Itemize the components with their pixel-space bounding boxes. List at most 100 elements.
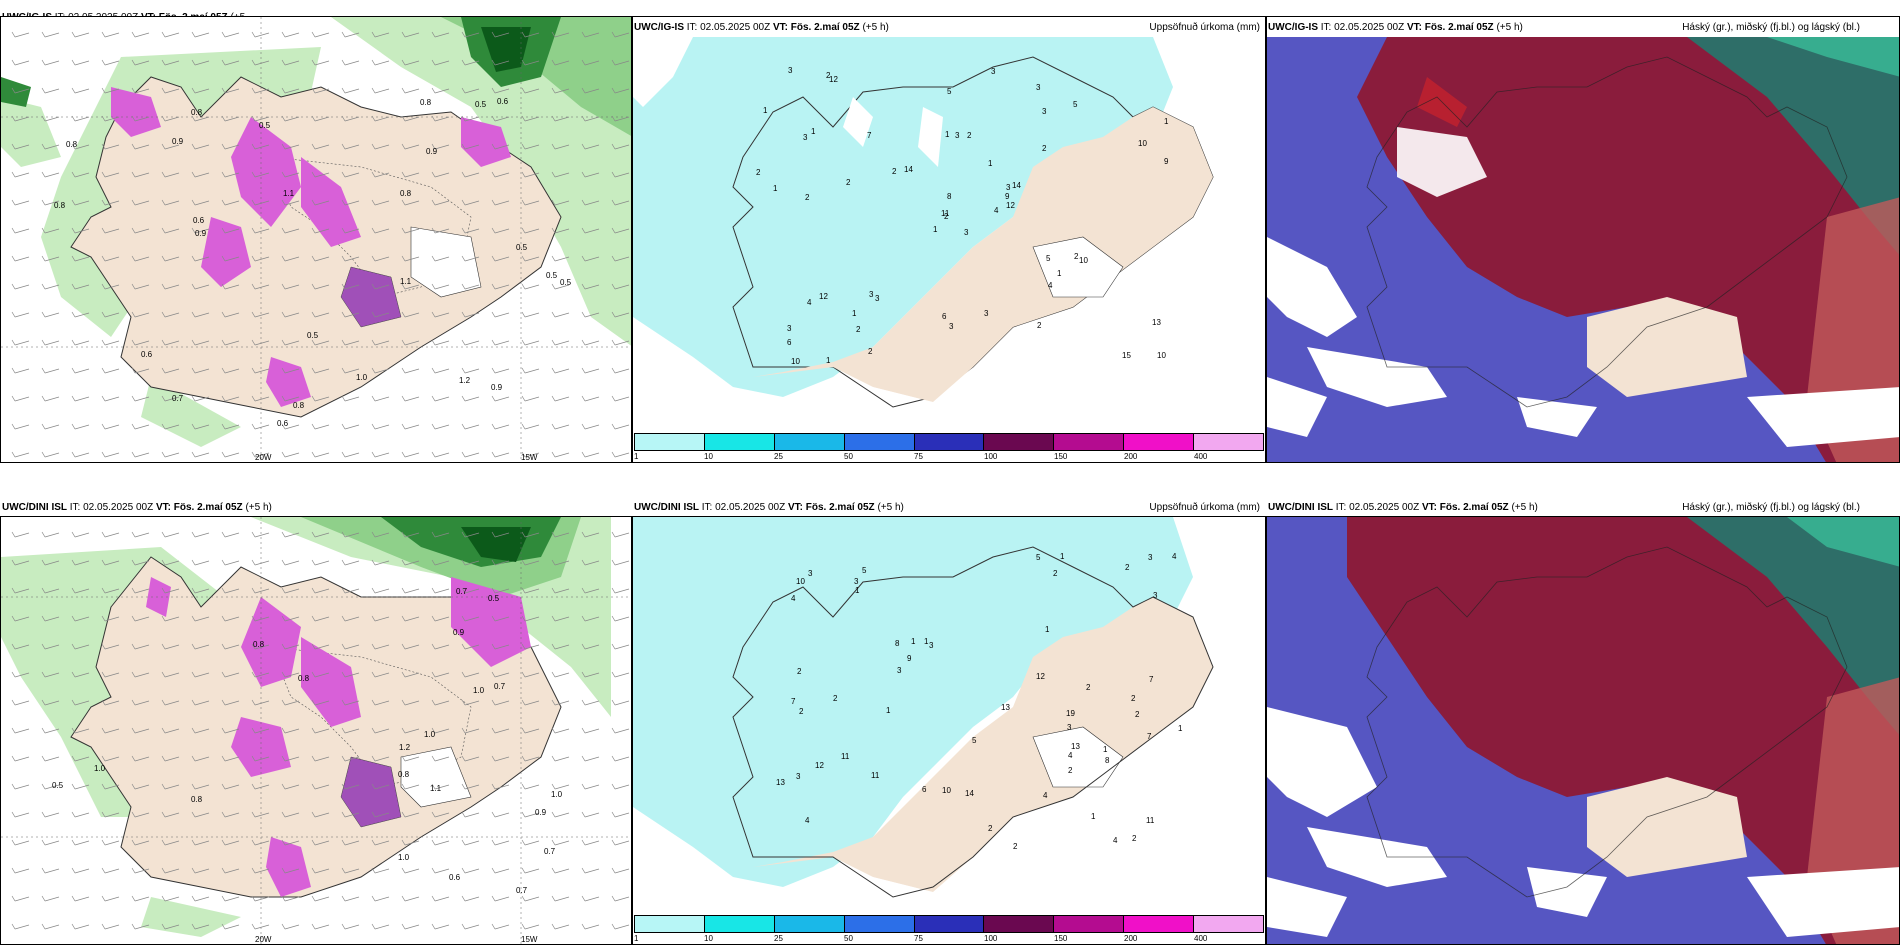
colorbar-tick: 1 xyxy=(634,934,639,943)
lon-label-15w: 15W xyxy=(521,453,538,462)
value-label: 0.8 xyxy=(398,770,410,779)
cloud-cover-map xyxy=(1267,517,1899,944)
header-it: IT: 02.05.2025 00Z xyxy=(686,22,771,33)
value-label: 2 xyxy=(1013,842,1018,851)
wind-barb xyxy=(41,811,60,818)
wind-barb xyxy=(341,923,360,930)
wind-barb xyxy=(311,227,330,234)
wind-barb xyxy=(461,423,480,430)
map-frame xyxy=(1266,16,1900,463)
value-label: 2 xyxy=(805,193,810,202)
wind-barb xyxy=(491,171,510,178)
value-label: 7 xyxy=(791,697,796,706)
wind-barb xyxy=(491,755,510,762)
wind-barb xyxy=(551,615,570,622)
wind-barb xyxy=(521,671,540,678)
wind-barb xyxy=(311,423,330,430)
value-label: 12 xyxy=(815,761,824,770)
wind-barb xyxy=(491,895,510,902)
wind-barb xyxy=(461,559,480,566)
value-label: 0.8 xyxy=(66,140,78,149)
wind-barb xyxy=(521,727,540,734)
value-label: 0.6 xyxy=(449,873,461,882)
colorbar-swatch xyxy=(704,916,775,932)
wind-barb xyxy=(581,199,600,206)
value-label: 4 xyxy=(1043,791,1048,800)
wind-barb xyxy=(101,59,120,66)
value-label: 1.0 xyxy=(398,853,410,862)
value-label: 2 xyxy=(1131,694,1136,703)
value-label: 1.1 xyxy=(400,277,412,286)
wind-barb xyxy=(11,867,30,874)
wind-barb xyxy=(401,559,420,566)
wind-barb xyxy=(311,311,330,318)
wind-barb xyxy=(341,283,360,290)
colorbar-tick: 150 xyxy=(1054,934,1068,943)
wind-barb xyxy=(581,895,600,902)
wind-barb xyxy=(71,587,90,594)
wind-barb xyxy=(491,395,510,402)
panel-header: UWC/DINI ISL IT: 02.05.2025 00Z VT: Fös.… xyxy=(2,502,272,514)
wind-barb xyxy=(491,227,510,234)
wind-barb xyxy=(161,895,180,902)
wind-barb xyxy=(251,255,270,262)
wind-barb xyxy=(41,923,60,930)
wind-barb xyxy=(611,451,630,458)
wind-barb xyxy=(311,755,330,762)
wind-barb xyxy=(311,283,330,290)
wind-barb xyxy=(371,615,390,622)
wind-barb xyxy=(401,171,420,178)
wind-barb xyxy=(401,311,420,318)
colorbar-tick: 75 xyxy=(914,452,923,461)
wind-barb xyxy=(401,59,420,66)
wind-barb xyxy=(611,699,630,706)
wind-barb xyxy=(521,867,540,874)
wind-barb xyxy=(221,895,240,902)
wind-barb xyxy=(71,59,90,66)
panel-bottom-clouds: UWC/DINI ISL IT: 02.05.2025 00Z VT: Fös.… xyxy=(1266,480,1900,945)
value-label: 12 xyxy=(829,75,838,84)
wind-barb xyxy=(431,199,450,206)
wind-barb xyxy=(101,615,120,622)
wind-barb xyxy=(521,395,540,402)
wind-barb xyxy=(71,171,90,178)
value-label: 12 xyxy=(1006,201,1015,210)
wind-barb xyxy=(551,699,570,706)
wind-barb xyxy=(41,143,60,150)
colorbar-tick: 50 xyxy=(844,934,853,943)
value-label: 6 xyxy=(942,312,947,321)
wind-barb xyxy=(461,87,480,94)
wind-barb xyxy=(131,171,150,178)
wind-barb xyxy=(221,311,240,318)
wind-barb xyxy=(611,311,630,318)
wind-barb xyxy=(251,283,270,290)
panel-header: UWC/DINI ISL IT: 02.05.2025 00Z VT: Fös.… xyxy=(1268,502,1864,514)
wind-barb xyxy=(401,255,420,262)
wind-barb xyxy=(131,451,150,458)
wind-barb xyxy=(581,115,600,122)
wind-precip-map: 0.8 0.90.80.80.50.61.10.90.60.50.50.80.90… xyxy=(1,17,631,462)
wind-barb xyxy=(431,867,450,874)
value-label: 0.5 xyxy=(52,781,64,790)
value-label: 10 xyxy=(1138,139,1147,148)
wind-barb xyxy=(371,143,390,150)
wind-barb xyxy=(71,559,90,566)
wind-barb xyxy=(551,255,570,262)
wind-barb xyxy=(431,171,450,178)
header-tail: (+5 h) xyxy=(245,502,272,513)
value-label: 4 xyxy=(1068,751,1073,760)
value-label: 6 xyxy=(922,785,927,794)
wind-barb xyxy=(371,339,390,346)
wind-barb xyxy=(611,283,630,290)
wind-barb xyxy=(551,423,570,430)
wind-barb xyxy=(311,451,330,458)
value-label: 0.5 xyxy=(488,594,500,603)
wind-barb xyxy=(11,811,30,818)
wind-barb xyxy=(161,31,180,38)
wind-barb xyxy=(431,671,450,678)
wind-barb xyxy=(341,559,360,566)
wind-barb xyxy=(371,923,390,930)
wind-barb xyxy=(491,255,510,262)
wind-barb xyxy=(221,811,240,818)
wind-barb xyxy=(431,587,450,594)
